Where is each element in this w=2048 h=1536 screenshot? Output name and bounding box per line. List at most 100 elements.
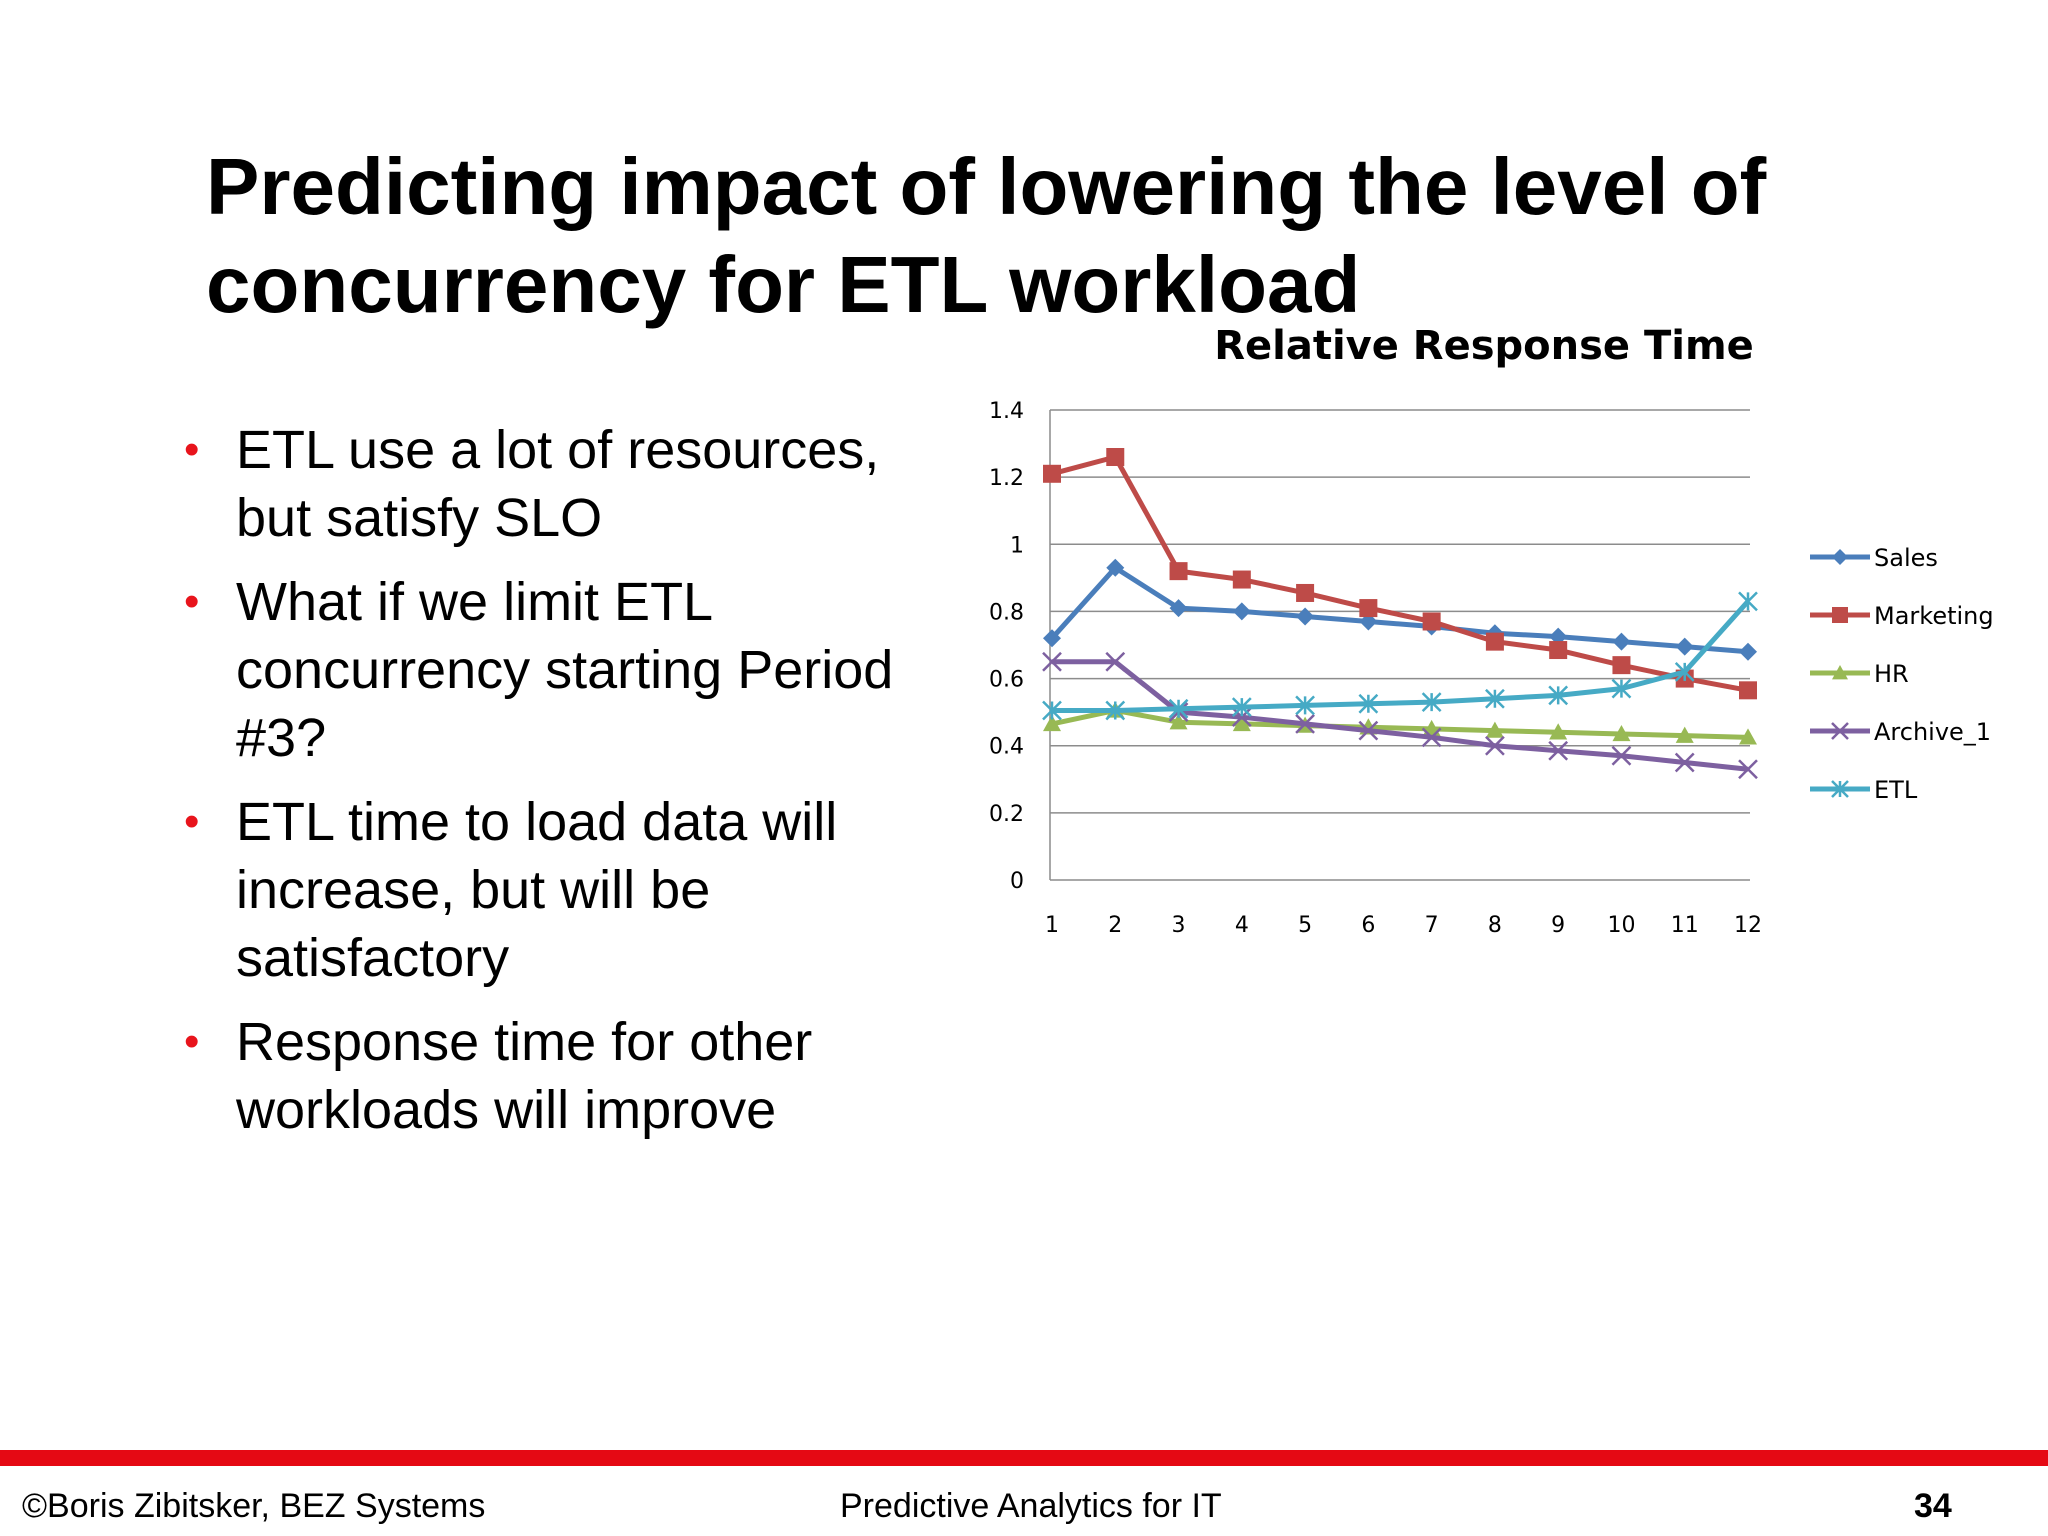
bullet-text-line: concurrency starting Period bbox=[236, 640, 894, 700]
data-point-hr bbox=[1485, 721, 1504, 738]
data-point-hr bbox=[1549, 723, 1568, 740]
data-point-archive-1 bbox=[1421, 727, 1442, 748]
slide-title-line: concurrency for ETL workload bbox=[206, 240, 1361, 329]
bullet-dot: • bbox=[184, 425, 200, 474]
data-point-sales bbox=[1169, 599, 1188, 618]
legend-label-archive-1: Archive_1 bbox=[1874, 718, 1991, 746]
x-tick-label: 5 bbox=[1298, 913, 1312, 938]
y-tick-label: 1 bbox=[1010, 533, 1024, 558]
data-point-marketing bbox=[1296, 583, 1315, 602]
data-point-etl bbox=[1611, 678, 1632, 699]
data-point-archive-1 bbox=[1485, 735, 1505, 756]
data-point-hr bbox=[1043, 714, 1061, 732]
line-chart: Relative Response Time 0 0.2 0.4 0.6 0.8 1 1.2… bbox=[989, 323, 1994, 938]
data-point-etl bbox=[1421, 692, 1442, 712]
x-tick-label: 9 bbox=[1551, 913, 1565, 938]
bullet-item: • Response time for other workloads will… bbox=[180, 1008, 940, 1144]
bullet-text-line: satisfactory bbox=[236, 928, 510, 988]
legend-marker-etl bbox=[1831, 780, 1849, 798]
x-tick-label: 2 bbox=[1108, 913, 1122, 938]
bullet-list: • ETL use a lot of resources, but satisf… bbox=[180, 416, 940, 1160]
bullet-text-line: increase, but will be bbox=[236, 860, 711, 920]
footer-course-title: Predictive Analytics for IT bbox=[840, 1487, 1222, 1525]
data-point-etl bbox=[1738, 591, 1758, 612]
data-point-sales bbox=[1739, 642, 1757, 661]
data-point-marketing bbox=[1739, 681, 1757, 700]
data-point-archive-1 bbox=[1042, 651, 1062, 672]
legend-label-etl: ETL bbox=[1874, 776, 1918, 804]
data-point-sales bbox=[1296, 607, 1315, 626]
bullet-item: • ETL use a lot of resources, but satisf… bbox=[180, 416, 940, 552]
footer-bar bbox=[0, 1450, 2048, 1466]
data-point-etl bbox=[1674, 661, 1695, 682]
bullet-text-line: Response time for other bbox=[236, 1012, 813, 1072]
x-tick-label: 7 bbox=[1425, 913, 1439, 938]
series-line-sales bbox=[1050, 565, 1749, 655]
data-point-etl bbox=[1168, 698, 1189, 719]
legend-marker-hr bbox=[1832, 665, 1848, 680]
series-line-archive-1 bbox=[1052, 659, 1749, 772]
bullet-dot: • bbox=[184, 577, 200, 626]
bullet-text-line: #3? bbox=[236, 708, 327, 768]
series-line-etl bbox=[1052, 599, 1750, 713]
bullet-dot: • bbox=[184, 797, 200, 846]
data-point-etl bbox=[1358, 693, 1379, 714]
data-point-marketing bbox=[1169, 562, 1188, 581]
data-point-sales bbox=[1675, 637, 1694, 656]
bullet-text-line: What if we limit ETL bbox=[236, 572, 714, 632]
x-tick-label: 11 bbox=[1671, 913, 1699, 938]
y-tick-label: 0 bbox=[1010, 869, 1024, 894]
data-point-archive-1 bbox=[1674, 752, 1695, 773]
data-point-etl bbox=[1485, 688, 1505, 709]
data-point-sales bbox=[1232, 602, 1251, 621]
data-point-etl bbox=[1231, 697, 1252, 717]
slide-title-line: Predicting impact of lowering the level … bbox=[206, 142, 1767, 231]
data-point-hr bbox=[1675, 726, 1694, 743]
y-tick-label: 0.4 bbox=[989, 735, 1024, 760]
y-tick-label: 0.2 bbox=[989, 802, 1024, 827]
data-point-etl bbox=[1105, 700, 1126, 721]
x-tick-label: 12 bbox=[1734, 913, 1762, 938]
data-point-archive-1 bbox=[1738, 759, 1758, 780]
series-line-marketing bbox=[1051, 454, 1749, 693]
data-point-etl bbox=[1042, 700, 1062, 721]
x-tick-label: 1 bbox=[1045, 913, 1059, 938]
data-point-archive-1 bbox=[1548, 740, 1569, 761]
data-point-marketing bbox=[1612, 656, 1631, 675]
bullet-text-line: ETL use a lot of resources, bbox=[236, 420, 880, 480]
chart-container: Relative Response Time 0 0.2 0.4 0.6 0.8 1 1.2… bbox=[960, 310, 2020, 950]
x-tick-label: 3 bbox=[1172, 913, 1186, 938]
series-line-hr bbox=[1051, 707, 1749, 740]
legend-label-sales: Sales bbox=[1874, 544, 1938, 572]
data-point-sales bbox=[1106, 558, 1125, 577]
data-point-marketing bbox=[1232, 570, 1251, 589]
data-point-archive-1 bbox=[1105, 651, 1126, 672]
data-point-sales bbox=[1043, 629, 1061, 648]
x-tick-label: 8 bbox=[1488, 913, 1502, 938]
data-point-archive-1 bbox=[1231, 707, 1252, 728]
bullet-item: • ETL time to load data will increase, b… bbox=[180, 788, 940, 992]
y-tick-label: 0.8 bbox=[989, 600, 1024, 625]
data-point-hr bbox=[1169, 713, 1188, 730]
data-point-marketing bbox=[1106, 448, 1125, 466]
data-point-hr bbox=[1739, 728, 1757, 745]
data-point-hr bbox=[1612, 724, 1631, 742]
data-point-marketing bbox=[1485, 632, 1504, 651]
bullet-text-line: workloads will improve bbox=[236, 1080, 777, 1140]
data-point-archive-1 bbox=[1611, 745, 1632, 766]
data-point-etl bbox=[1548, 685, 1569, 706]
data-point-marketing bbox=[1549, 641, 1568, 660]
legend-marker-sales bbox=[1832, 549, 1848, 565]
y-tick-label: 1.2 bbox=[989, 466, 1024, 491]
y-tick-label: 0.6 bbox=[989, 668, 1024, 693]
data-point-archive-1 bbox=[1358, 720, 1379, 741]
data-point-marketing bbox=[1359, 599, 1378, 618]
data-point-marketing bbox=[1422, 612, 1441, 631]
data-point-hr bbox=[1232, 714, 1251, 732]
bullet-item: • What if we limit ETL concurrency start… bbox=[180, 568, 940, 772]
data-point-etl bbox=[1295, 695, 1315, 716]
x-tick-label: 6 bbox=[1361, 913, 1375, 938]
legend-label-hr: HR bbox=[1874, 660, 1909, 688]
bullet-dot: • bbox=[184, 1017, 200, 1066]
x-tick-label: 10 bbox=[1607, 913, 1635, 938]
